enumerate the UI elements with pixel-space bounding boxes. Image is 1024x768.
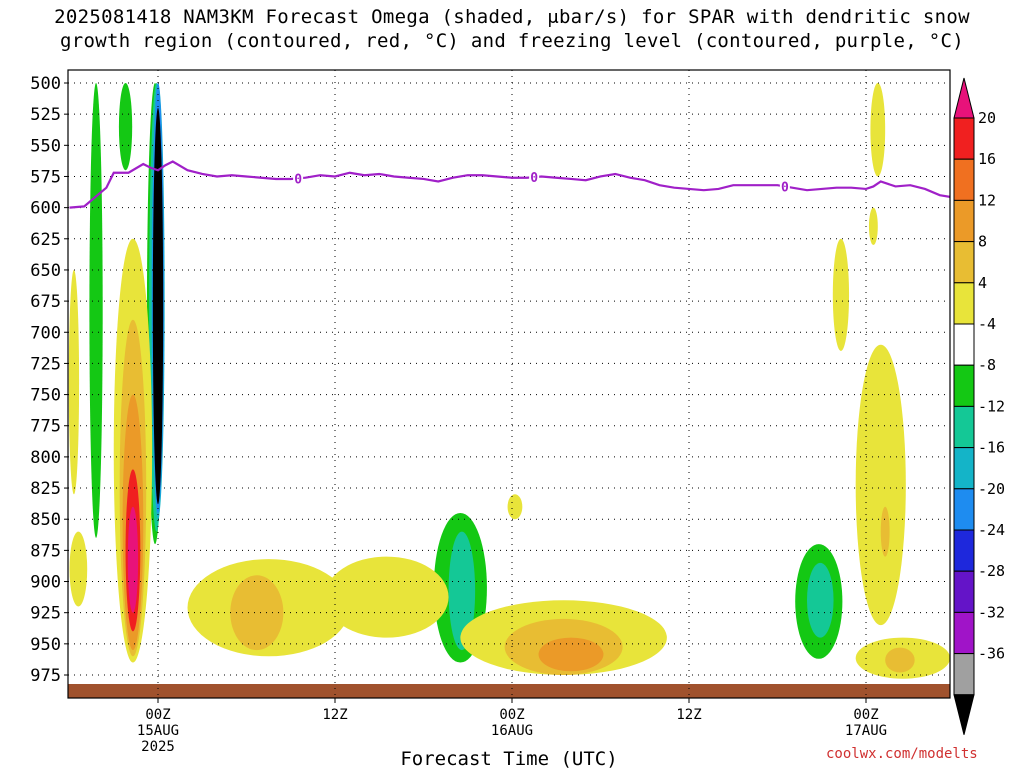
y-tick-label-800: 800 [30,448,61,468]
x-tick-label-18-0: 12Z [322,707,347,723]
omega-region-31 [885,647,915,673]
y-tick-label-975: 975 [30,666,61,686]
chart-title-line1: 2025081418 NAM3KM Forecast Omega (shaded… [54,6,970,28]
x-tick-label-6-1: 15AUG [137,723,179,739]
colorbar-label-10: -24 [978,521,1005,539]
colorbar-label-13: -36 [978,645,1005,663]
colorbar-bin-9 [953,447,975,490]
colorbar-label-0: 20 [978,109,996,127]
y-tick-label-725: 725 [30,354,61,374]
y-tick-label-900: 900 [30,573,61,593]
omega-region-0 [89,83,103,538]
x-axis-label: Forecast Time (UTC) [400,748,617,768]
colorbar-top-arrow [953,77,975,119]
colorbar-bin-6 [953,323,975,366]
colorbar-bin-1 [953,117,975,160]
y-tick-label-925: 925 [30,604,61,624]
y-tick-label-775: 775 [30,417,61,437]
colorbar-bottom-arrow [953,694,975,735]
axes: 500 525 550 575 600 625 650 675 700 725 750 775 800 8… [30,74,887,755]
colorbar-bin-4 [953,241,975,284]
y-tick-label-825: 825 [30,479,61,499]
freezing-label-bg-2 [779,179,790,194]
y-tick-label-500: 500 [30,74,61,94]
colorbar-label-11: -28 [978,562,1005,580]
omega-region-8 [448,531,476,651]
omega-region-28 [855,344,906,626]
colorbar: 20 16 12 8 4 -4 -8 -12 -16 -20 -24 -28 -32 -36 [953,77,1005,735]
omega-region-1 [118,83,133,171]
colorbar-label-6: -8 [978,356,996,374]
omega-region-17 [68,269,80,495]
freezing-level-label-1: 0 [530,171,538,186]
omega-shading [68,82,950,698]
colorbar-bin-10 [953,488,975,531]
y-tick-label-525: 525 [30,105,61,125]
colorbar-bin-2 [953,158,975,201]
omega-region-29 [880,506,890,557]
freezing-level-label-0: 0 [294,172,302,187]
colorbar-label-9: -20 [978,480,1005,498]
omega-region-24 [507,494,523,520]
y-tick-label-875: 875 [30,541,61,561]
source-credit: coolwx.com/modelts [826,746,978,762]
colorbar-bin-5 [953,282,975,325]
y-tick-label-700: 700 [30,323,61,343]
omega-region-27 [832,238,850,351]
colorbar-label-8: -16 [978,439,1005,457]
freezing-level-label-2: 0 [781,180,789,195]
y-tick-label-575: 575 [30,167,61,187]
freezing-label-bg-1 [529,170,540,185]
x-tick-label-54-0: 00Z [853,707,878,723]
y-tick-label-850: 850 [30,510,61,530]
colorbar-label-5: -4 [978,315,996,333]
chart-title-line2: growth region (contoured, red, °C) and f… [60,30,964,52]
colorbar-label-2: 12 [978,191,996,209]
colorbar-label-3: 8 [978,233,987,251]
omega-region-23 [538,637,604,672]
x-tick-label-6-2: 2025 [141,739,175,755]
x-tick-label-30-1: 16AUG [491,723,533,739]
omega-region-20 [230,575,284,651]
y-tick-label-600: 600 [30,199,61,219]
omega-region-10 [807,562,834,638]
omega-region-26 [868,207,878,246]
y-tick-label-550: 550 [30,136,61,156]
x-tick-label-30-0: 00Z [499,707,524,723]
colorbar-label-4: 4 [978,274,987,292]
omega-region-15 [127,506,139,613]
colorbar-bin-7 [953,364,975,407]
colorbar-bin-12 [953,570,975,613]
colorbar-label-7: -12 [978,397,1005,415]
colorbar-label-1: 16 [978,150,996,168]
y-tick-label-650: 650 [30,261,61,281]
freezing-level-layer: 0 0 0 [69,160,950,209]
colorbar-label-12: -32 [978,603,1005,621]
colorbar-bin-8 [953,405,975,449]
omega-region-16 [69,531,88,607]
y-tick-label-675: 675 [30,292,61,312]
y-tick-label-750: 750 [30,386,61,406]
x-tick-label-54-1: 17AUG [845,723,887,739]
x-tick-label-42-0: 12Z [676,707,701,723]
plot-frame [67,69,951,699]
colorbar-bin-3 [953,199,975,243]
colorbar-bin-14 [953,653,975,696]
freezing-level-line [69,160,950,209]
freezing-label-bg-0 [293,171,304,186]
colorbar-bin-13 [953,611,975,655]
ground-surface [68,684,950,698]
x-tick-label-6-0: 00Z [145,707,170,723]
y-tick-label-625: 625 [30,230,61,250]
omega-region-6 [152,107,164,505]
colorbar-bin-11 [953,529,975,572]
omega-region-25 [870,83,886,177]
y-tick-label-950: 950 [30,635,61,655]
omega-region-19 [324,556,449,638]
